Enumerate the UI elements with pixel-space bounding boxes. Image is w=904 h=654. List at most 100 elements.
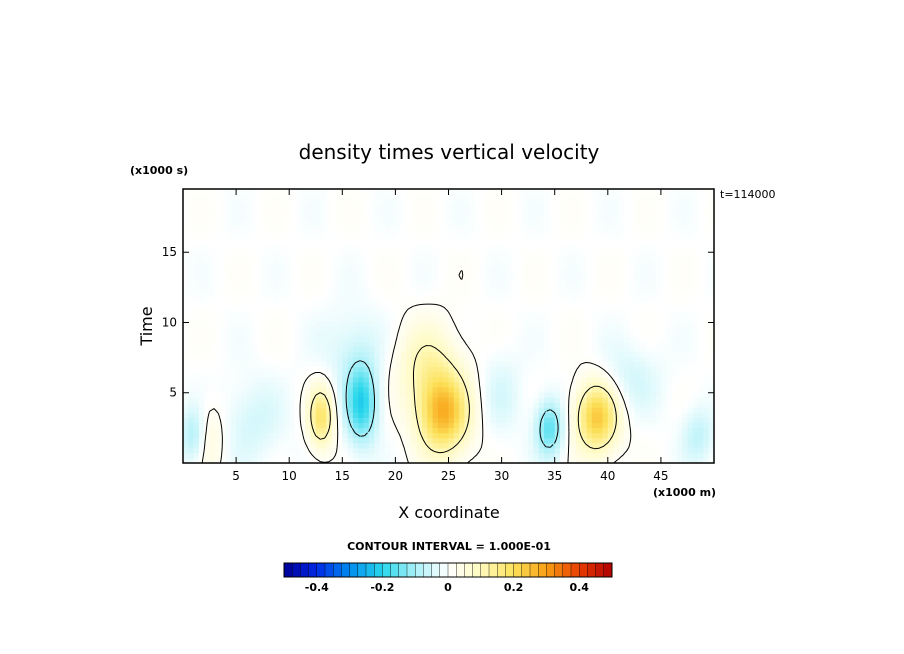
heatmap-cell	[644, 442, 651, 449]
heatmap-cell	[432, 199, 439, 205]
heatmap-cell	[406, 391, 412, 398]
heatmap-cell	[315, 397, 322, 403]
heatmap-cell	[602, 285, 609, 292]
heatmap-cell	[363, 249, 370, 256]
heatmap-cell	[512, 239, 519, 246]
heatmap-cell	[570, 376, 577, 383]
heatmap-cell	[475, 204, 481, 210]
heatmap-cell	[193, 442, 200, 449]
heatmap-cell	[565, 381, 572, 388]
heatmap-cell	[400, 326, 407, 332]
heatmap-cell	[549, 447, 556, 454]
heatmap-cell	[666, 234, 673, 241]
heatmap-cell	[506, 346, 513, 352]
heatmap-cell	[565, 229, 572, 236]
heatmap-cell	[560, 412, 566, 418]
heatmap-cell	[443, 407, 450, 413]
heatmap-cell	[480, 234, 487, 241]
heatmap-cell	[501, 437, 508, 444]
heatmap-cell	[453, 397, 460, 403]
heatmap-cell	[236, 417, 243, 423]
heatmap-cell	[363, 295, 370, 302]
heatmap-cell	[230, 310, 237, 317]
heatmap-cell	[209, 366, 216, 373]
heatmap-cell	[406, 280, 412, 286]
heatmap-cell	[363, 457, 370, 463]
heatmap-cell	[390, 244, 396, 251]
heatmap-cell	[671, 391, 678, 398]
heatmap-cell	[639, 427, 646, 434]
heatmap-cell	[506, 391, 513, 398]
heatmap-cell	[575, 366, 582, 373]
heatmap-cell	[188, 229, 195, 236]
heatmap-cell	[283, 295, 290, 302]
heatmap-cell	[549, 244, 556, 251]
heatmap-cell	[416, 326, 423, 332]
heatmap-cell	[475, 397, 481, 403]
heatmap-cell	[575, 189, 582, 195]
heatmap-cell	[565, 189, 572, 195]
heatmap-cell	[565, 209, 572, 215]
heatmap-cell	[236, 224, 243, 231]
heatmap-cell	[501, 219, 508, 226]
heatmap-cell	[480, 194, 487, 200]
heatmap-cell	[262, 300, 269, 307]
heatmap-cell	[299, 219, 306, 226]
heatmap-cell	[384, 381, 391, 388]
heatmap-cell	[432, 397, 439, 403]
heatmap-cell	[188, 305, 195, 312]
heatmap-cell	[400, 457, 407, 463]
heatmap-cell	[331, 260, 338, 266]
heatmap-cell	[331, 199, 338, 205]
heatmap-cell	[209, 397, 216, 403]
heatmap-cell	[634, 427, 641, 434]
heatmap-cell	[198, 341, 205, 347]
heatmap-cell	[554, 341, 561, 347]
heatmap-cell	[204, 219, 211, 226]
heatmap-cell	[533, 346, 540, 352]
heatmap-cell	[214, 346, 221, 352]
heatmap-cell	[459, 214, 466, 221]
heatmap-cell	[336, 189, 343, 195]
heatmap-cell	[623, 402, 630, 408]
heatmap-cell	[581, 275, 588, 281]
heatmap-cell	[639, 254, 646, 261]
heatmap-cell	[336, 326, 343, 332]
heatmap-cell	[198, 391, 205, 398]
heatmap-cell	[660, 417, 667, 423]
heatmap-cell	[421, 407, 428, 413]
heatmap-cell	[294, 336, 301, 342]
heatmap-cell	[549, 305, 556, 312]
heatmap-cell	[427, 447, 434, 454]
heatmap-cell	[193, 351, 200, 358]
heatmap-cell	[198, 417, 205, 423]
heatmap-cell	[644, 249, 651, 256]
heatmap-cell	[236, 326, 243, 332]
heatmap-cell	[581, 366, 588, 373]
heatmap-cell	[586, 407, 593, 413]
heatmap-cell	[565, 194, 572, 200]
heatmap-cell	[400, 315, 407, 322]
heatmap-cell	[575, 346, 582, 352]
heatmap-cell	[485, 427, 492, 434]
heatmap-cell	[448, 295, 455, 302]
heatmap-cell	[299, 270, 306, 276]
heatmap-cell	[453, 346, 460, 352]
heatmap-cell	[427, 310, 434, 317]
heatmap-cell	[390, 265, 396, 271]
heatmap-cell	[257, 407, 264, 413]
heatmap-cell	[655, 305, 662, 312]
heatmap-cell	[225, 270, 232, 276]
heatmap-cell	[363, 315, 370, 322]
heatmap-cell	[262, 234, 269, 241]
heatmap-cell	[480, 244, 487, 251]
heatmap-cell	[198, 437, 205, 444]
heatmap-cell	[575, 376, 582, 383]
heatmap-cell	[528, 214, 535, 221]
heatmap-cell	[220, 204, 227, 210]
heatmap-cell	[432, 391, 439, 398]
heatmap-cell	[278, 254, 285, 261]
heatmap-cell	[374, 209, 381, 215]
heatmap-cell	[506, 249, 513, 256]
heatmap-cell	[554, 290, 561, 297]
